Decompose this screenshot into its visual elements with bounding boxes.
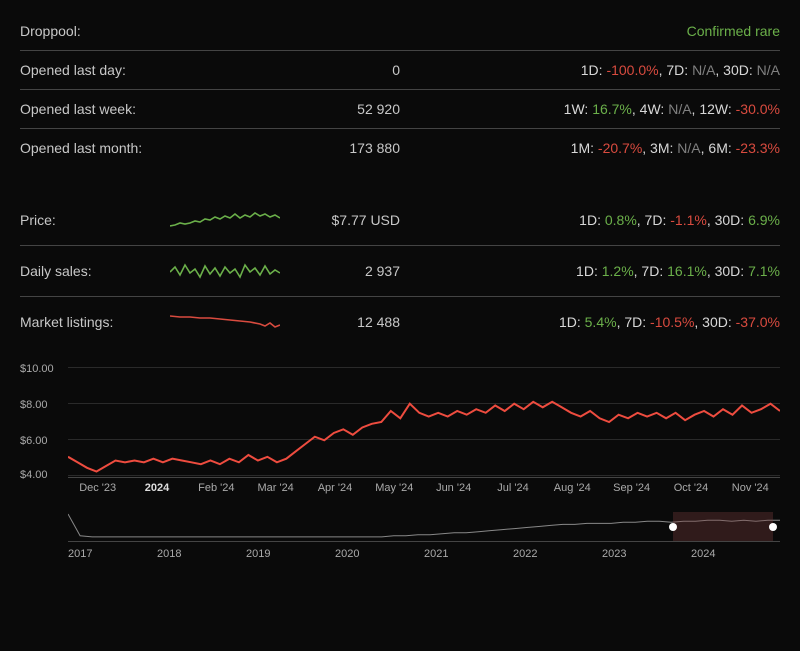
- range-slider-chart[interactable]: [68, 512, 780, 542]
- ytick-label: $10.00: [20, 363, 54, 375]
- droppool-label: Droppool:: [20, 23, 170, 39]
- row-stats: 1M: -20.7%, 3M: N/A, 6M: -23.3%: [410, 140, 780, 156]
- row-value: $7.77 USD: [290, 212, 410, 228]
- row-label: Opened last week:: [20, 101, 170, 117]
- ytick-label: $6.00: [20, 435, 48, 447]
- main-chart-xaxis: Dec '232024Feb '24Mar '24Apr '24May '24J…: [68, 477, 780, 494]
- row-label: Daily sales:: [20, 263, 170, 279]
- mini-chart-xaxis: 20172018201920202021202220232024: [68, 542, 780, 560]
- stat-row: Opened last day: 0 1D: -100.0%, 7D: N/A,…: [20, 51, 780, 90]
- sparkline-icon: [170, 257, 290, 285]
- droppool-status: Confirmed rare: [410, 23, 780, 39]
- stat-row: Price: $7.77 USD 1D: 0.8%, 7D: -1.1%, 30…: [20, 195, 780, 246]
- row-label: Opened last month:: [20, 140, 170, 156]
- row-stats: 1W: 16.7%, 4W: N/A, 12W: -30.0%: [410, 101, 780, 117]
- stat-row: Daily sales: 2 937 1D: 1.2%, 7D: 16.1%, …: [20, 246, 780, 297]
- stat-row: Market listings: 12 488 1D: 5.4%, 7D: -1…: [20, 297, 780, 347]
- row-stats: 1D: -100.0%, 7D: N/A, 30D: N/A: [410, 62, 780, 78]
- range-handle-left[interactable]: [669, 523, 677, 531]
- row-stats: 1D: 0.8%, 7D: -1.1%, 30D: 6.9%: [410, 212, 780, 228]
- row-stats: 1D: 1.2%, 7D: 16.1%, 30D: 7.1%: [410, 263, 780, 279]
- stat-row: Opened last month: 173 880 1M: -20.7%, 3…: [20, 129, 780, 167]
- price-history-chart[interactable]: $10.00 $8.00 $6.00 $4.00 Dec '232024Feb …: [20, 367, 780, 560]
- sparkline-icon: [170, 308, 290, 336]
- sparkline-icon: [170, 206, 290, 234]
- ytick-label: $4.00: [20, 469, 48, 481]
- row-label: Opened last day:: [20, 62, 170, 78]
- ytick-label: $8.00: [20, 399, 48, 411]
- row-value: 173 880: [290, 140, 410, 156]
- droppool-row: Droppool: Confirmed rare: [20, 12, 780, 51]
- stat-row: Opened last week: 52 920 1W: 16.7%, 4W: …: [20, 90, 780, 129]
- range-handle-right[interactable]: [769, 523, 777, 531]
- row-label: Price:: [20, 212, 170, 228]
- row-stats: 1D: 5.4%, 7D: -10.5%, 30D: -37.0%: [410, 314, 780, 330]
- row-value: 52 920: [290, 101, 410, 117]
- range-selection[interactable]: [673, 512, 773, 541]
- row-value: 12 488: [290, 314, 410, 330]
- row-label: Market listings:: [20, 314, 170, 330]
- row-value: 2 937: [290, 263, 410, 279]
- row-value: 0: [290, 62, 410, 78]
